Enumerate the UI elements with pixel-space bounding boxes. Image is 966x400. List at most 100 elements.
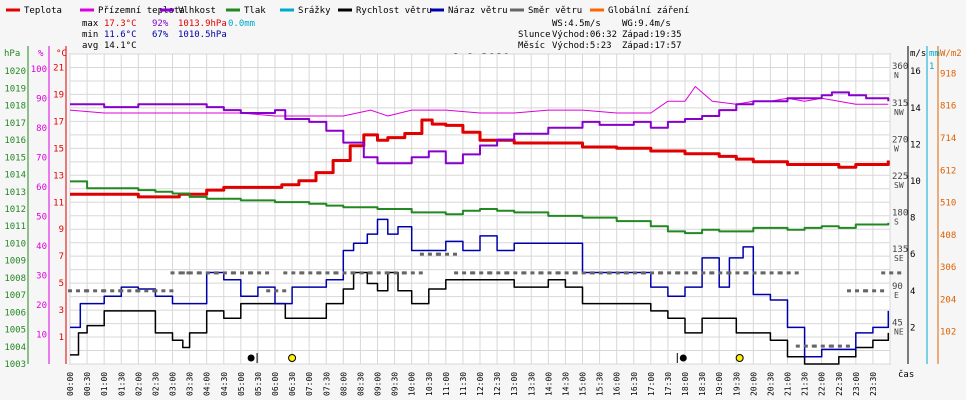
tick-time-38: 19:00 [715,372,724,396]
tick-time-39: 19:30 [732,372,741,396]
wind-dir-dot-38-1 [718,271,723,275]
axis-title-hpa: hPa [4,49,20,59]
tick-hpa-13: 1016 [4,136,26,146]
wind-dir-dot-25-1 [496,271,501,275]
tick-time-28: 14:00 [544,372,553,396]
wind-dir-dot-12-0 [266,289,271,293]
tick-time-20: 10:00 [408,372,417,396]
tick-time-26: 13:00 [510,372,519,396]
tick-deg-2: 135 [892,245,908,255]
tick-wm2-2: 306 [940,263,956,273]
wind-dir-dot-4-1 [144,289,149,293]
wind-dir-dot-37-0 [693,271,698,275]
tick-wm2-3: 408 [940,231,956,241]
wind-dir-dot-40-0 [744,271,749,275]
wind-dir-dot-2-1 [110,289,115,293]
wind-dir-dot-35-1 [667,271,672,275]
tick-time-19: 09:30 [391,372,400,396]
stat-min-label: min [82,30,98,40]
wind-dir-dot-28-1 [547,271,552,275]
stat-avg-temp: 14.1°C [104,41,137,51]
legend-label-4: Srážky [298,6,331,16]
stat-max-press: 1013.9hPa [178,19,227,29]
wind-dir-dot-42-0 [778,271,783,275]
wind-dir-dot-42-2 [794,271,799,275]
marker-moonset [679,354,687,362]
wind-dir-dot-41-1 [769,271,774,275]
wind-dir-dot-33-0 [624,271,629,275]
tick-time-29: 14:30 [561,372,570,396]
info-sun-label: Slunce [518,30,551,40]
wind-dir-dot-29-1 [564,271,569,275]
tick-dir-1: E [894,291,899,300]
tick-time-6: 03:00 [169,372,178,396]
axis-title-pct: % [38,49,44,59]
tick-temp-2: 5 [59,279,64,289]
tick-ms-4: 10 [910,177,921,187]
wind-dir-dot-12-2 [282,289,287,293]
series-line-3 [70,180,890,235]
stat-max-hum: 92% [152,19,169,29]
wind-dir-dot-10-0 [232,271,236,275]
tick-time-12: 06:00 [271,372,280,396]
wind-dir-dot-33-1 [632,271,637,275]
wind-dir-dot-22-2 [453,252,457,256]
tick-time-3: 01:30 [117,372,126,396]
legend-label-5: Rychlost větru [356,6,432,16]
tick-pct-6: 70 [36,153,47,163]
series-line-2 [70,91,890,165]
tick-deg-4: 225 [892,172,908,182]
tick-wm2-1: 204 [940,295,956,305]
tick-time-46: 23:00 [852,372,861,396]
tick-wm2-6: 714 [940,134,956,144]
wind-dir-dot-5-1 [161,289,166,293]
tick-time-10: 05:00 [237,372,246,396]
wind-dir-dot-19-1 [393,271,398,275]
tick-hpa-11: 1014 [4,171,26,181]
tick-time-47: 23:30 [869,372,878,396]
axis-title-wm2: W/m2 [940,49,962,59]
wind-dir-dot-48-1 [889,271,894,275]
series-line-0 [70,118,890,199]
wind-dir-dot-29-0 [556,271,561,275]
wind-dir-dot-18-1 [376,271,381,275]
tick-time-23: 11:30 [459,372,468,396]
tick-time-25: 12:30 [493,372,502,396]
wind-dir-dot-1-0 [85,289,90,293]
tick-hpa-15: 1018 [4,102,26,112]
wind-dir-dot-9-1 [222,271,227,275]
tick-time-17: 08:30 [356,372,365,396]
legend-label-8: Globální záření [608,6,689,16]
tick-dir-7: N [894,71,899,80]
wind-dir-dot-31-0 [590,271,595,275]
wind-dir-dot-39-0 [727,271,732,275]
tick-deg-7: 360 [892,62,908,72]
tick-time-16: 08:00 [339,372,348,396]
tick-hpa-10: 1013 [4,188,26,198]
legend-label-7: Směr větru [528,6,582,16]
stat-min-hum: 67% [152,30,169,40]
tick-temp-1: 3 [59,306,64,316]
tick-time-13: 06:30 [288,372,297,396]
tick-time-32: 16:00 [613,372,622,396]
wind-dir-dot-48-0 [881,271,886,275]
wind-dir-dot-20-0 [402,271,407,275]
tick-temp-5: 11 [53,198,64,208]
wind-dir-dot-7-1 [188,271,193,275]
tick-wm2-5: 612 [940,166,956,176]
wind-dir-dot-47-1 [872,289,877,293]
tick-dir-0: NE [894,327,904,336]
tick-time-4: 02:00 [134,372,143,396]
tick-hpa-17: 1020 [4,67,26,77]
marker-sunset [735,354,744,362]
wind-dir-dot-5-0 [153,289,158,293]
tick-dir-6: NW [894,108,904,117]
tick-time-18: 09:00 [374,372,383,396]
wind-dir-dot-41-0 [761,271,766,275]
stats-block: max 17.3°C 92% 1013.9hPa 0.0mm min 11.6°… [82,19,255,51]
tick-deg-5: 270 [892,135,908,145]
wind-dir-dot-36-1 [684,271,689,275]
tick-ms-2: 6 [910,250,915,260]
wind-dir-dot-1-1 [93,289,98,293]
wind-dir-dot-38-0 [710,271,715,275]
